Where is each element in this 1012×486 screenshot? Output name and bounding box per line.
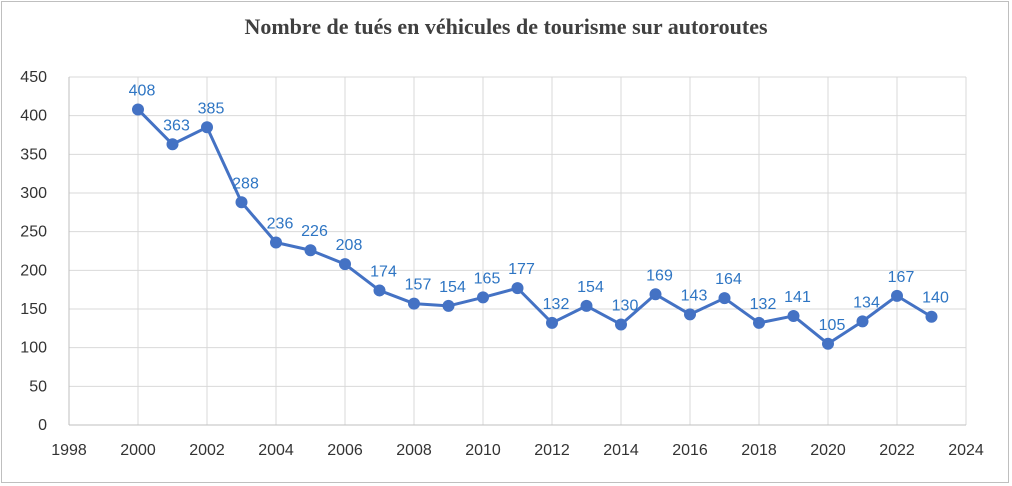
y-tick-label: 50: [29, 378, 47, 395]
data-point: [580, 299, 593, 312]
y-tick-label: 250: [20, 224, 47, 241]
data-label: 164: [715, 271, 742, 288]
x-tick-label: 2004: [258, 442, 294, 459]
data-label: 226: [301, 223, 328, 240]
x-tick-label: 2016: [672, 442, 708, 459]
x-tick-label: 2022: [879, 442, 915, 459]
x-tick-label: 2012: [534, 442, 570, 459]
x-tick-label: 2010: [465, 442, 501, 459]
data-label: 134: [853, 294, 880, 311]
data-point: [408, 297, 420, 310]
data-label: 143: [681, 287, 708, 304]
y-tick-label: 150: [20, 301, 47, 318]
data-label: 177: [508, 261, 535, 278]
data-point: [718, 292, 731, 305]
data-label: 132: [543, 296, 570, 313]
data-label: 140: [922, 290, 949, 307]
data-label: 174: [370, 263, 397, 280]
data-point: [684, 308, 696, 321]
data-point: [891, 289, 903, 302]
data-label: 208: [336, 237, 363, 254]
data-point: [649, 288, 662, 301]
data-label: 154: [577, 279, 604, 296]
x-tick-label: 2002: [189, 442, 225, 459]
data-point: [132, 103, 144, 116]
x-tick-label: 2008: [396, 442, 432, 459]
x-tick-label: 2018: [741, 442, 777, 459]
data-label: 236: [267, 215, 294, 232]
data-label: 288: [232, 175, 259, 192]
x-tick-label: 2024: [948, 442, 984, 459]
data-label: 167: [888, 269, 915, 286]
data-point: [477, 291, 489, 304]
x-tick-label: 1998: [51, 442, 87, 459]
data-label: 154: [439, 279, 466, 296]
y-tick-label: 450: [20, 69, 47, 86]
y-tick-label: 0: [38, 417, 47, 434]
data-point: [373, 284, 386, 297]
data-label: 169: [646, 267, 673, 284]
data-label: 363: [163, 117, 190, 134]
data-point: [166, 138, 179, 151]
data-label: 165: [474, 270, 501, 287]
x-tick-label: 2000: [120, 442, 156, 459]
data-point: [304, 244, 317, 257]
data-point: [856, 315, 869, 328]
data-point: [270, 236, 282, 249]
y-tick-label: 350: [20, 146, 47, 163]
y-tick-label: 400: [20, 108, 47, 125]
y-tick-label: 200: [20, 262, 47, 279]
data-label: 141: [784, 289, 811, 306]
data-label: 105: [819, 317, 846, 334]
data-point: [442, 299, 455, 312]
chart-title: Nombre de tués en véhicules de tourisme …: [244, 14, 768, 39]
data-point: [235, 196, 248, 209]
x-tick-label: 2020: [810, 442, 846, 459]
data-point: [339, 258, 351, 271]
y-tick-label: 300: [20, 185, 47, 202]
data-point: [822, 337, 834, 350]
data-point: [615, 318, 627, 331]
x-tick-label: 2006: [327, 442, 363, 459]
series-line: [136, 108, 933, 346]
data-point: [546, 316, 558, 329]
y-tick-label: 100: [20, 340, 47, 357]
data-label: 408: [129, 82, 156, 99]
data-point: [201, 121, 213, 134]
data-label: 157: [405, 277, 432, 294]
data-point: [787, 309, 800, 322]
data-point: [925, 310, 938, 323]
x-tick-label: 2014: [603, 442, 639, 459]
data-point: [753, 316, 765, 329]
data-label: 385: [198, 100, 225, 117]
data-point: [511, 282, 524, 295]
data-label: 132: [750, 296, 777, 313]
data-label: 130: [612, 297, 639, 314]
